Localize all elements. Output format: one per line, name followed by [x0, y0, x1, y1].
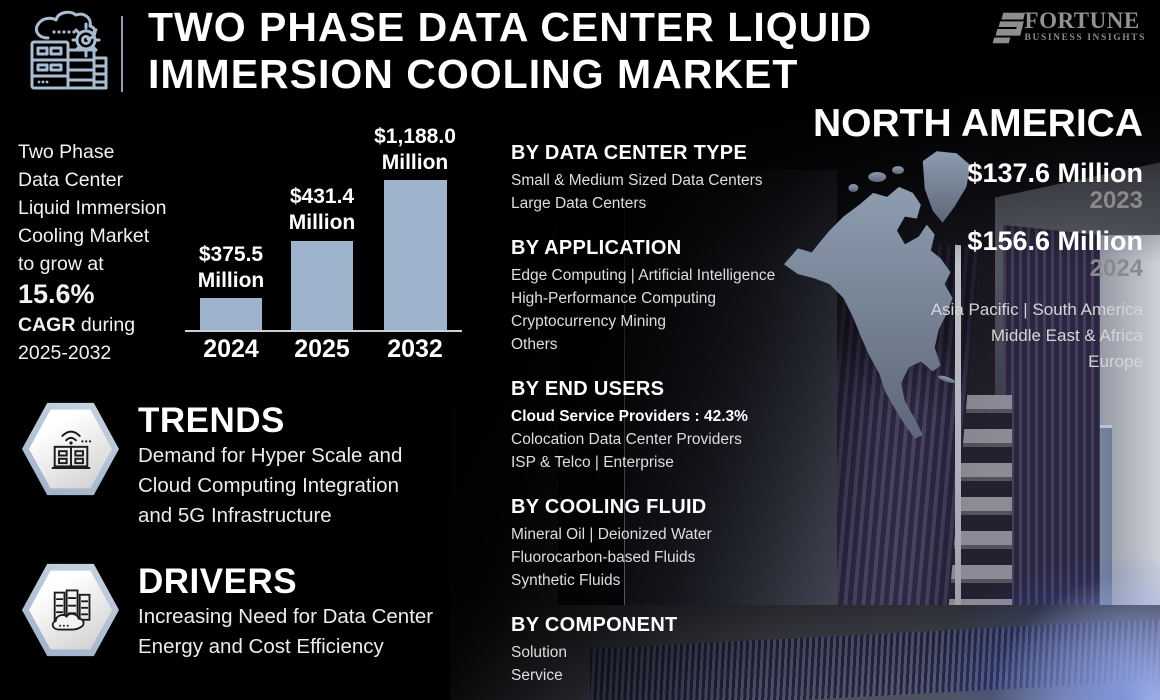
segment-end-users: BY END USERS Cloud Service Providers : 4… — [511, 377, 801, 474]
segment-item: Edge Computing | Artificial Intelligence — [511, 267, 776, 284]
region-block: NORTH AMERICA $137.6 Million 2023 $156.6… — [813, 102, 1143, 375]
summary-line: Data Center — [18, 169, 124, 191]
trends-hexagon — [22, 402, 119, 496]
bar-value-amount: $1,188.0 — [374, 125, 456, 148]
bar-value-unit: Million — [288, 211, 356, 234]
segment-cooling-fluid: BY COOLING FLUID Mineral Oil | Deionized… — [511, 495, 801, 592]
segment-heading: BY APPLICATION — [511, 237, 682, 259]
summary-line: Liquid Immersion — [18, 197, 167, 219]
other-region-line: Middle East & Africa — [990, 326, 1143, 345]
datacenter-cloud-icon — [30, 10, 108, 90]
x-tick-2024: 2024 — [203, 335, 259, 363]
logo-brand-name: FORTUNE — [1024, 8, 1140, 33]
segment-item: Fluorocarbon-based Fluids — [511, 549, 696, 566]
drivers-hexagon — [22, 563, 119, 657]
north-america-map — [783, 151, 971, 439]
segment-item: Solution — [511, 644, 568, 661]
trends-line: and 5G Infrastructure — [138, 504, 332, 527]
segment-heading: BY END USERS — [511, 378, 665, 400]
segment-item-highlight: Cloud Service Providers : 42.3% — [511, 408, 748, 425]
trends-line: Cloud Computing Integration — [138, 474, 399, 497]
summary-line: to grow at — [18, 253, 104, 275]
bar-2032 — [384, 180, 447, 330]
trends-text: TRENDS Demand for Hyper Scale and Cloud … — [138, 401, 402, 531]
x-tick-2032: 2032 — [387, 335, 443, 363]
trends-line: Demand for Hyper Scale and — [138, 444, 403, 467]
cagr-label: CAGR — [18, 314, 76, 336]
fortune-business-insights-logo: FORTUNE BUSINESS INSIGHTS — [982, 9, 1146, 47]
market-size-bar-chart: $375.5 Million $431.4 Million $1,188.0 M… — [185, 120, 470, 368]
drivers-line: Energy and Cost Efficiency — [138, 635, 384, 658]
bar-value-amount: $431.4 — [289, 185, 355, 208]
page-title-line1: TWO PHASE DATA CENTER LIQUID — [148, 4, 873, 50]
segment-data-center-type: BY DATA CENTER TYPE Small & Medium Sized… — [511, 141, 801, 215]
segment-application: BY APPLICATION Edge Computing | Artifici… — [511, 236, 801, 356]
segmentation-column: BY DATA CENTER TYPE Small & Medium Sized… — [511, 141, 801, 700]
drivers-title: DRIVERS — [138, 562, 298, 601]
cagr-suffix: during — [75, 314, 136, 336]
header-divider — [121, 16, 123, 92]
segment-item: Others — [511, 336, 558, 353]
segment-item: Synthetic Fluids — [511, 572, 621, 589]
bar-2024 — [200, 298, 262, 330]
chart-x-axis — [185, 330, 462, 332]
region-stat-2024: $156.6 Million 2024 — [813, 227, 1143, 282]
bar-value-label: $375.5 Million — [161, 242, 301, 294]
trends-hexagon-inner — [29, 409, 112, 489]
segment-item: Colocation Data Center Providers — [511, 431, 742, 448]
bar-2025 — [291, 241, 353, 330]
segment-item: Mineral Oil | Deionized Water — [511, 526, 712, 543]
summary-line: Cooling Market — [18, 225, 150, 247]
region-title: NORTH AMERICA — [812, 102, 1143, 145]
page-title-line2: IMMERSION COOLING MARKET — [148, 51, 799, 97]
drivers-text: DRIVERS Increasing Need for Data Center … — [138, 562, 433, 662]
region-stat-2023: $137.6 Million 2023 — [813, 159, 1143, 214]
segment-heading: BY COMPONENT — [511, 614, 678, 636]
stat-value: $137.6 Million — [967, 158, 1143, 188]
trends-title: TRENDS — [138, 401, 285, 440]
trends-section: TRENDS Demand for Hyper Scale and Cloud … — [22, 401, 492, 531]
fortune-logo-mark — [992, 12, 1025, 44]
market-summary: Two Phase Data Center Liquid Immersion C… — [18, 138, 193, 367]
segment-item: Large Data Centers — [511, 195, 647, 212]
stat-year: 2023 — [1089, 187, 1143, 214]
forecast-period: 2025-2032 — [18, 342, 112, 364]
other-region-line: Asia Pacific | South America — [930, 300, 1143, 319]
page-title: TWO PHASE DATA CENTER LIQUID IMMERSION C… — [148, 4, 872, 98]
segment-item: High-Performance Computing — [511, 290, 717, 307]
bar-value-unit: Million — [381, 151, 449, 174]
x-tick-2025: 2025 — [294, 335, 350, 363]
other-region-line: Europe — [1088, 352, 1143, 371]
segment-item: Cryptocurrency Mining — [511, 313, 667, 330]
segment-item: Service — [511, 667, 563, 684]
bar-value-label: $1,188.0 Million — [345, 124, 485, 176]
segment-item: ISP & Telco | Enterprise — [511, 454, 674, 471]
drivers-hexagon-inner — [29, 570, 112, 650]
bar-value-label: $431.4 Million — [252, 184, 392, 236]
cagr-value: 15.6% — [18, 279, 95, 309]
photo-dark-overlay — [450, 95, 1160, 700]
drivers-line: Increasing Need for Data Center — [138, 605, 434, 628]
segment-item: Small & Medium Sized Data Centers — [511, 172, 763, 189]
segment-component: BY COMPONENT Solution Service — [511, 613, 801, 687]
drivers-section: DRIVERS Increasing Need for Data Center … — [22, 562, 492, 662]
bar-value-amount: $375.5 — [198, 243, 264, 266]
logo-brand-tagline: BUSINESS INSIGHTS — [1024, 33, 1146, 43]
other-regions-list: Asia Pacific | South America Middle East… — [813, 297, 1143, 375]
logo-text: FORTUNE BUSINESS INSIGHTS — [1025, 9, 1146, 43]
cagr-line: CAGR during — [18, 311, 193, 339]
stat-year: 2024 — [1089, 255, 1143, 282]
bar-value-unit: Million — [197, 269, 265, 292]
datacenter-photo — [450, 95, 1160, 700]
summary-line: Two Phase — [18, 141, 115, 163]
smart-datacenter-icon — [51, 430, 91, 469]
segment-heading: BY DATA CENTER TYPE — [511, 142, 748, 164]
server-cloud-icon — [51, 589, 90, 631]
stat-value: $156.6 Million — [967, 226, 1143, 256]
segment-heading: BY COOLING FLUID — [511, 496, 707, 518]
